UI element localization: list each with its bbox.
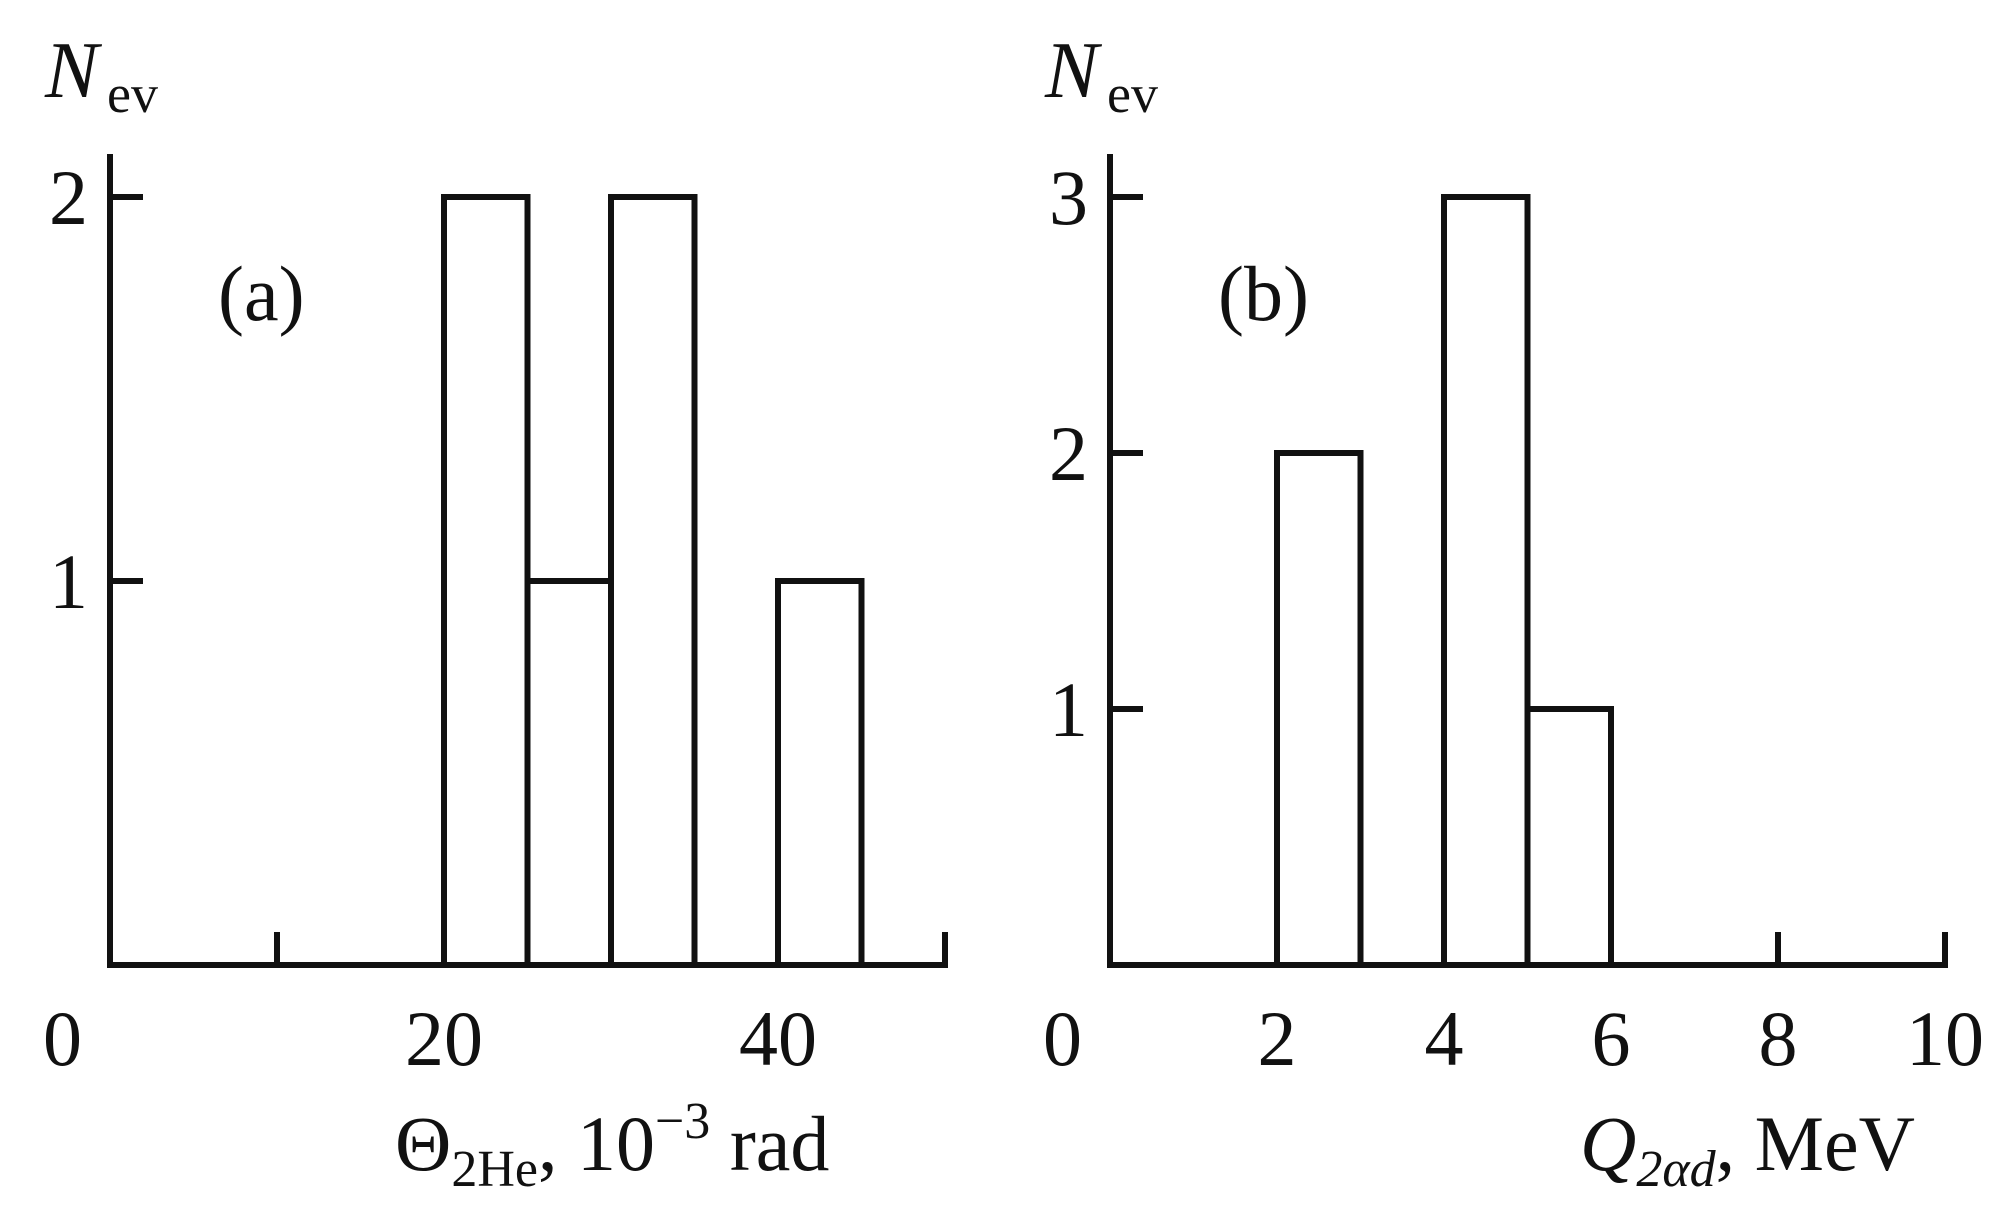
panel-b-label: (b) <box>1218 250 1309 337</box>
panel-a-xlabel-unit-exp: −3 <box>655 1093 710 1150</box>
panel-b-xlabel-sep: , <box>1716 1100 1755 1187</box>
panel-b-y-tick-label: 1 <box>1049 666 1088 753</box>
panel-b-xlabel-unit: MeV <box>1755 1100 1915 1187</box>
panel-a-x-tick-label: 20 <box>405 995 483 1082</box>
panel-a-histogram-bar <box>608 194 698 968</box>
panel-a-xlabel-unit-base: 10 <box>577 1100 655 1187</box>
panel-a-xlabel-unit-tail: rad <box>710 1100 829 1187</box>
panel-b-histogram-bar <box>1524 706 1614 968</box>
panel-b-y-tick-label: 3 <box>1049 154 1088 241</box>
panel-b: N ev (b) 1 2 3 0 2 4 6 8 10 Q2αd, MeV <box>1043 27 1984 1198</box>
panel-b-ylabel-sub: ev <box>1107 64 1158 124</box>
panel-a-histogram-bar <box>524 578 614 968</box>
panel-b-x-tick-label: 6 <box>1592 995 1631 1082</box>
panel-a-label: (a) <box>218 250 305 337</box>
panel-a-ylabel-sub: ev <box>107 64 158 124</box>
panel-a-y-tick-label: 2 <box>49 154 88 241</box>
panel-a-y-tick-label: 1 <box>49 538 88 625</box>
panel-b-ylabel-main: N <box>1044 27 1103 115</box>
panel-a-x-tick-label: 40 <box>739 995 817 1082</box>
panel-b-x-tick-label: 4 <box>1425 995 1464 1082</box>
panel-a: N ev (a) 120 20 40 Θ2He, 10−3 rad <box>43 27 948 1198</box>
panel-a-ylabel-main: N <box>44 27 103 115</box>
panel-a-x-axis-title: Θ2He, 10−3 rad <box>395 1093 829 1198</box>
panel-b-x-tick-label: 0 <box>1043 995 1082 1082</box>
panel-a-xlabel-sep: , <box>538 1100 577 1187</box>
panel-b-tick-labels: 1 2 3 0 2 4 6 8 10 <box>1043 154 1984 1082</box>
panel-b-xlabel-symbol: Q <box>1580 1100 1636 1187</box>
panel-a-histogram-bar <box>441 194 531 968</box>
panel-a-histogram <box>441 194 865 968</box>
panel-b-x-tick-label: 2 <box>1258 995 1297 1082</box>
panel-a-tick-labels: 120 20 40 <box>43 154 817 1082</box>
panel-b-y-axis-title: N ev <box>1044 27 1158 124</box>
panel-a-histogram-bar <box>775 578 865 968</box>
panel-a-y-axis-title: N ev <box>44 27 158 124</box>
panel-b-xlabel-sub: 2αd <box>1636 1141 1716 1198</box>
panel-a-xlabel-sub: 2He <box>451 1141 538 1198</box>
panel-b-histogram <box>1274 194 1614 968</box>
panel-b-histogram-bar <box>1274 450 1364 968</box>
panel-a-x-tick-label: 0 <box>43 995 82 1082</box>
panel-b-histogram-bar <box>1441 194 1531 968</box>
panel-a-xlabel-symbol: Θ <box>395 1100 451 1187</box>
panel-b-y-tick-label: 2 <box>1049 410 1088 497</box>
panel-b-x-axis-title: Q2αd, MeV <box>1580 1100 1915 1198</box>
panel-b-x-tick-label: 10 <box>1906 995 1984 1082</box>
panel-b-axes <box>1107 154 1948 968</box>
panel-b-x-tick-label: 8 <box>1759 995 1798 1082</box>
